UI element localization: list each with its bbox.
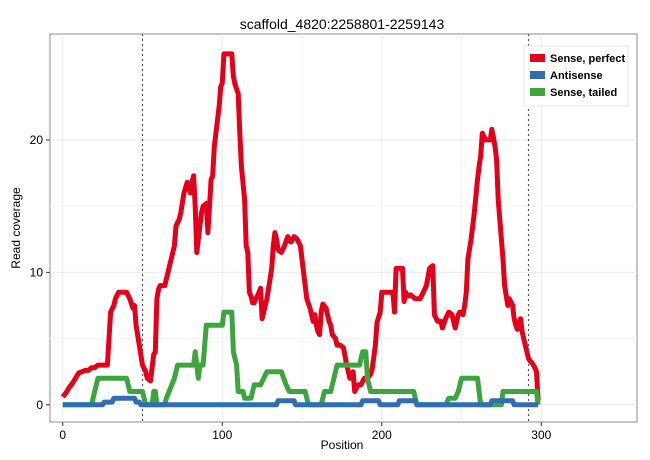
- legend-label-sense-tailed: Sense, tailed: [550, 87, 617, 99]
- x-axis-ticks: 0 100 200 300: [59, 422, 552, 442]
- series-line-antisense: [62, 395, 539, 408]
- x-tick-label-0: 0: [59, 428, 66, 442]
- legend-label-antisense: Antisense: [550, 70, 603, 82]
- y-tick-label-2: 20: [30, 133, 44, 147]
- x-tick-label-3: 300: [531, 428, 551, 442]
- y-tick-label-1: 10: [30, 265, 44, 279]
- x-tick-label-2: 200: [372, 428, 392, 442]
- y-axis-ticks: 0 10 20: [30, 133, 50, 412]
- grid-lines: [50, 34, 637, 422]
- legend-key-sense-tailed: [530, 88, 545, 96]
- legend-key-sense-perfect: [530, 54, 545, 62]
- y-axis-title: Read coverage: [9, 187, 23, 269]
- series-line-sense-perfect: [60, 51, 541, 401]
- chart-title: scaffold_4820:2258801-2259143: [240, 16, 445, 32]
- legend-label-sense-perfect: Sense, perfect: [550, 53, 626, 65]
- legend-key-antisense: [530, 71, 545, 79]
- series-lines: [60, 51, 541, 408]
- legend: Sense, perfect Antisense Sense, tailed: [523, 45, 629, 107]
- y-tick-label-0: 0: [36, 398, 43, 412]
- x-tick-label-1: 100: [212, 428, 232, 442]
- x-axis-title: Position: [321, 438, 364, 452]
